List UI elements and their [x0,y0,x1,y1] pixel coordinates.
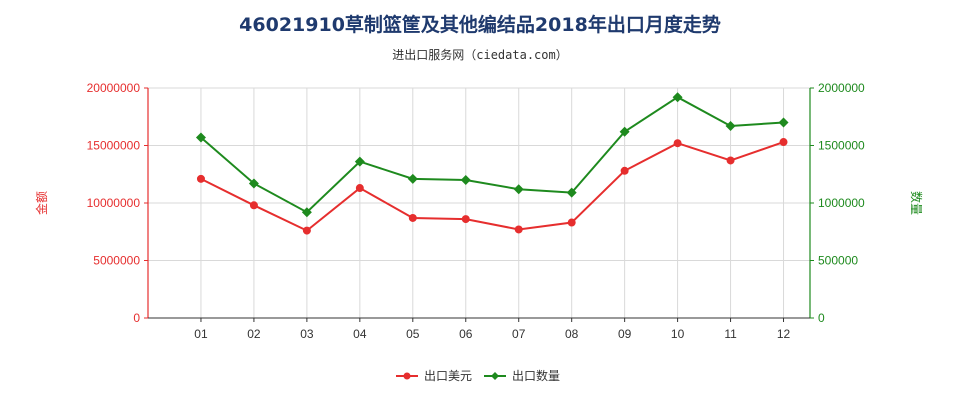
x-tick-label: 10 [671,327,685,341]
x-tick-label: 08 [565,327,579,341]
legend-swatch-marker [491,372,499,380]
left-tick-label: 5000000 [93,254,140,268]
data-point-1 [355,184,364,193]
data-point-2 [407,173,418,184]
data-point-2 [778,117,789,128]
data-point-1 [408,213,417,222]
data-point-2 [354,156,365,167]
data-point-2 [672,92,683,103]
data-point-1 [302,226,311,235]
left-axis-title: 金额 [34,191,49,215]
x-tick-label: 07 [512,327,526,341]
chart-title: 46021910草制篮筐及其他编结品2018年出口月度走势 [239,14,721,36]
data-point-2 [619,126,630,137]
right-axis-title: 数量 [909,191,924,215]
data-point-1 [673,139,682,148]
x-tick-label: 02 [247,327,261,341]
data-point-2 [566,187,577,198]
right-tick-label: 1500000 [818,139,865,153]
right-tick-label: 0 [818,311,825,325]
data-point-1 [461,215,470,224]
data-point-2 [725,120,736,131]
chart-subtitle: 进出口服务网（ciedata.com） [392,48,568,62]
x-tick-label: 04 [353,327,367,341]
data-point-2 [460,175,471,185]
data-point-1 [620,166,629,175]
data-point-1 [514,225,523,234]
data-point-2 [301,207,312,218]
x-tick-label: 06 [459,327,473,341]
left-tick-label: 20000000 [87,81,141,95]
series-line-2 [200,96,784,214]
right-tick-label: 2000000 [818,81,865,95]
left-tick-label: 15000000 [87,139,141,153]
left-tick-label: 0 [133,311,140,325]
x-tick-label: 09 [618,327,632,341]
x-tick-label: 03 [300,327,314,341]
data-point-2 [513,184,524,195]
data-point-2 [195,132,206,143]
series-line-1 [200,141,784,232]
data-point-1 [779,138,788,147]
left-tick-label: 10000000 [87,196,141,210]
legend-label: 出口数量 [512,368,560,383]
x-tick-label: 11 [724,327,737,341]
legend-label: 出口美元 [424,369,472,383]
data-point-1 [726,156,735,165]
right-tick-label: 500000 [818,254,858,268]
x-tick-label: 01 [194,327,208,341]
data-point-1 [567,218,576,227]
x-tick-label: 05 [406,327,420,341]
data-point-1 [249,201,258,210]
x-tick-label: 12 [777,327,791,341]
data-point-1 [196,174,205,183]
right-tick-label: 1000000 [818,196,865,210]
legend-swatch-marker [403,372,411,380]
data-point-2 [248,178,259,189]
